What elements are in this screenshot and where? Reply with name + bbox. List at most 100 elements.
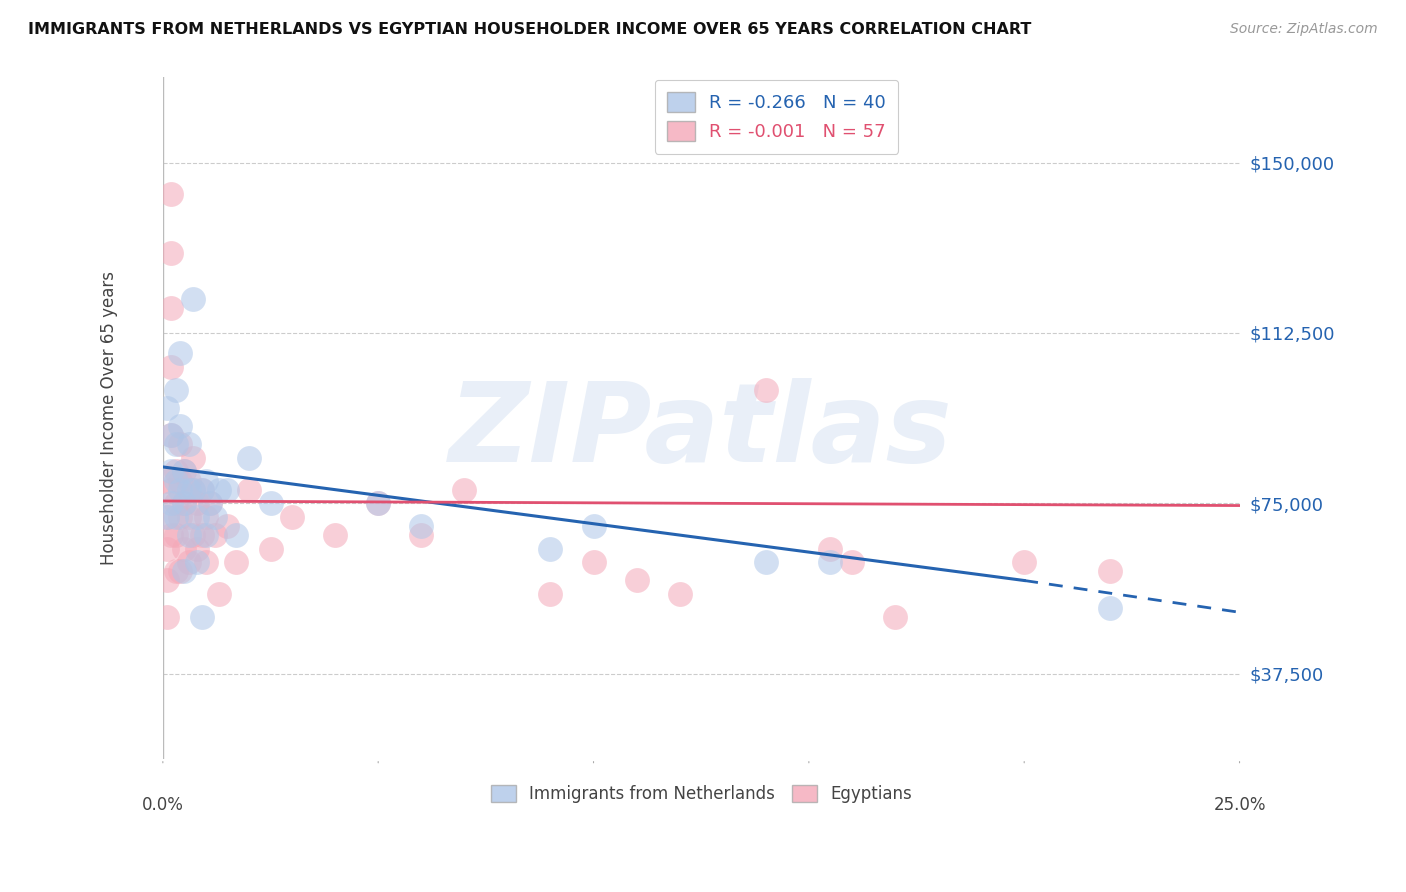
Point — [156, 541, 179, 556]
Point — [173, 541, 195, 556]
Point — [169, 565, 191, 579]
Point — [194, 474, 217, 488]
Point — [160, 528, 183, 542]
Point — [190, 483, 212, 497]
Point — [169, 419, 191, 434]
Point — [200, 496, 222, 510]
Point — [1012, 555, 1035, 569]
Point — [165, 383, 187, 397]
Point — [204, 509, 226, 524]
Point — [582, 519, 605, 533]
Point — [194, 555, 217, 569]
Point — [156, 474, 179, 488]
Point — [160, 301, 183, 315]
Point — [367, 496, 389, 510]
Point — [540, 541, 562, 556]
Point — [411, 519, 433, 533]
Point — [177, 528, 200, 542]
Point — [323, 528, 346, 542]
Point — [884, 610, 907, 624]
Point — [160, 359, 183, 374]
Point — [169, 474, 191, 488]
Text: Householder Income Over 65 years: Householder Income Over 65 years — [100, 271, 118, 566]
Point — [411, 528, 433, 542]
Point — [177, 483, 200, 497]
Point — [160, 428, 183, 442]
Point — [367, 496, 389, 510]
Point — [582, 555, 605, 569]
Point — [281, 509, 304, 524]
Point — [160, 246, 183, 260]
Legend: Immigrants from Netherlands, Egyptians: Immigrants from Netherlands, Egyptians — [482, 777, 920, 812]
Point — [186, 555, 208, 569]
Point — [755, 383, 778, 397]
Point — [165, 474, 187, 488]
Point — [194, 528, 217, 542]
Point — [238, 483, 260, 497]
Point — [173, 565, 195, 579]
Point — [186, 541, 208, 556]
Point — [165, 465, 187, 479]
Point — [160, 428, 183, 442]
Point — [217, 519, 239, 533]
Point — [173, 465, 195, 479]
Point — [190, 610, 212, 624]
Point — [156, 574, 179, 588]
Point — [200, 496, 222, 510]
Point — [181, 528, 204, 542]
Point — [181, 450, 204, 465]
Text: 25.0%: 25.0% — [1213, 797, 1265, 814]
Point — [194, 509, 217, 524]
Point — [181, 483, 204, 497]
Text: 0.0%: 0.0% — [142, 797, 184, 814]
Point — [190, 483, 212, 497]
Point — [169, 483, 191, 497]
Point — [169, 346, 191, 360]
Point — [238, 450, 260, 465]
Text: Source: ZipAtlas.com: Source: ZipAtlas.com — [1230, 22, 1378, 37]
Point — [156, 509, 179, 524]
Text: ZIPatlas: ZIPatlas — [450, 378, 953, 485]
Point — [169, 437, 191, 451]
Point — [177, 437, 200, 451]
Point — [173, 496, 195, 510]
Point — [190, 528, 212, 542]
Point — [177, 509, 200, 524]
Point — [181, 483, 204, 497]
Point — [208, 483, 231, 497]
Point — [225, 555, 247, 569]
Point — [156, 610, 179, 624]
Point — [820, 555, 842, 569]
Point — [177, 474, 200, 488]
Point — [165, 509, 187, 524]
Point — [160, 187, 183, 202]
Point — [186, 496, 208, 510]
Point — [841, 555, 863, 569]
Point — [165, 565, 187, 579]
Point — [755, 555, 778, 569]
Point — [208, 587, 231, 601]
Point — [181, 292, 204, 306]
Point — [1099, 600, 1122, 615]
Point — [186, 509, 208, 524]
Point — [259, 541, 281, 556]
Point — [165, 528, 187, 542]
Point — [177, 555, 200, 569]
Point — [165, 437, 187, 451]
Point — [225, 528, 247, 542]
Point — [173, 465, 195, 479]
Point — [668, 587, 690, 601]
Point — [169, 509, 191, 524]
Point — [165, 496, 187, 510]
Point — [156, 509, 179, 524]
Point — [820, 541, 842, 556]
Text: IMMIGRANTS FROM NETHERLANDS VS EGYPTIAN HOUSEHOLDER INCOME OVER 65 YEARS CORRELA: IMMIGRANTS FROM NETHERLANDS VS EGYPTIAN … — [28, 22, 1032, 37]
Point — [453, 483, 475, 497]
Point — [259, 496, 281, 510]
Point — [217, 483, 239, 497]
Point — [1099, 565, 1122, 579]
Point — [160, 465, 183, 479]
Point — [156, 401, 179, 415]
Point — [204, 528, 226, 542]
Point — [160, 496, 183, 510]
